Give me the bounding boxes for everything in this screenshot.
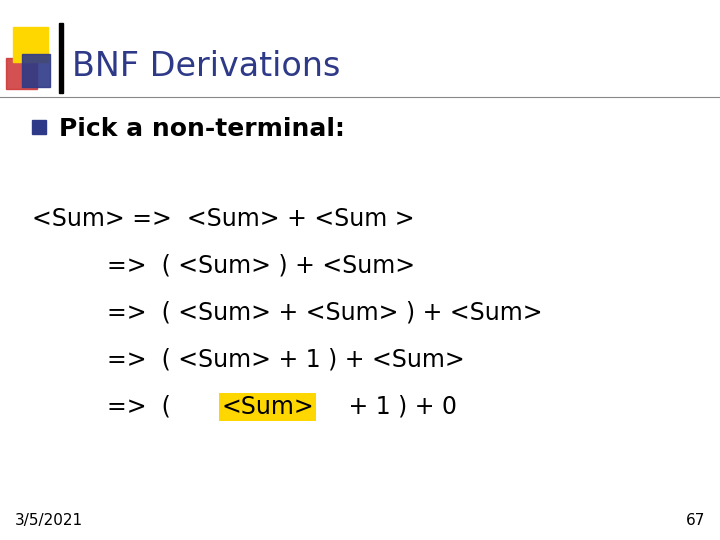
- Text: + 1 ) + 0: + 1 ) + 0: [341, 395, 456, 418]
- Text: 3/5/2021: 3/5/2021: [14, 513, 83, 528]
- Text: =>  (: => (: [32, 395, 179, 418]
- Text: =>  ( <Sum> + 1 ) + <Sum>: => ( <Sum> + 1 ) + <Sum>: [32, 348, 465, 372]
- Text: 67: 67: [686, 513, 706, 528]
- Bar: [59, 23, 63, 93]
- Text: <Sum>: <Sum>: [221, 395, 314, 418]
- Text: BNF Derivations: BNF Derivations: [72, 50, 341, 83]
- Text: <Sum> =>  <Sum> + <Sum >: <Sum> => <Sum> + <Sum >: [32, 207, 415, 231]
- Text: Pick a non-terminal:: Pick a non-terminal:: [59, 117, 345, 140]
- Bar: [22, 54, 50, 87]
- Bar: [32, 119, 46, 134]
- Bar: [6, 58, 37, 89]
- Bar: [13, 27, 48, 62]
- Text: =>  ( <Sum> + <Sum> ) + <Sum>: => ( <Sum> + <Sum> ) + <Sum>: [32, 301, 543, 325]
- Text: =>  ( <Sum> ) + <Sum>: => ( <Sum> ) + <Sum>: [32, 254, 415, 278]
